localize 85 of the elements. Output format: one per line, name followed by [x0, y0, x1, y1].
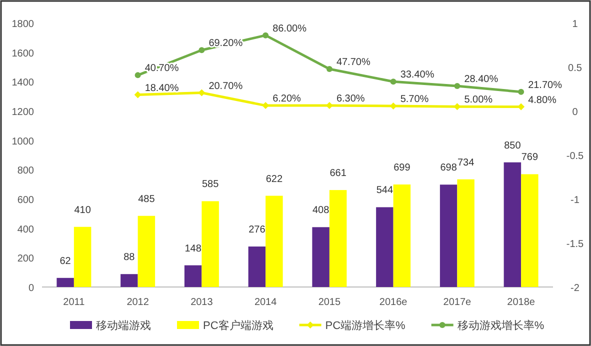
data-label: 622: [266, 174, 283, 185]
data-label: 21.70%: [528, 80, 562, 91]
x-tick-label: 2017e: [443, 297, 472, 308]
point: [134, 91, 142, 98]
point: [198, 47, 205, 54]
y-tick-label: 800: [17, 166, 34, 177]
point: [518, 88, 524, 95]
point: [198, 89, 206, 96]
bar: [266, 196, 283, 287]
legend-label: 移动端游戏: [96, 319, 151, 332]
point: [326, 66, 332, 72]
bar: [521, 174, 538, 287]
x-tick-label: 2012: [126, 297, 150, 308]
point: [454, 83, 460, 90]
data-label: 6.30%: [336, 93, 365, 104]
y2-tick-label: -1.5: [566, 239, 584, 250]
x-tick-label: 2013: [190, 297, 214, 308]
point: [390, 78, 396, 85]
data-label: 33.40%: [400, 70, 434, 81]
point: [518, 103, 525, 110]
y-tick-label: 1400: [12, 78, 34, 89]
y2-tick-label: -1: [570, 195, 580, 206]
data-label: 485: [138, 194, 156, 205]
y2-tick-label: 1: [572, 19, 578, 30]
data-label: 47.70%: [336, 57, 370, 68]
y-tick-label: 1200: [12, 107, 34, 118]
bar: [184, 265, 202, 287]
data-label: 18.40%: [144, 82, 179, 94]
data-label: 699: [394, 162, 411, 174]
bar: [393, 184, 411, 287]
bar: [440, 184, 458, 287]
data-label: 769: [521, 152, 538, 164]
data-label: 276: [248, 224, 266, 236]
x-tick-label: 2015: [318, 297, 341, 308]
point: [134, 72, 141, 78]
data-label: 5.70%: [400, 94, 429, 105]
data-label: 86.00%: [272, 23, 307, 34]
legend-label: PC客户端游戏: [203, 319, 274, 332]
y-tick-label: 200: [17, 254, 34, 265]
point: [454, 103, 461, 110]
data-label: 148: [184, 243, 202, 254]
data-label: 410: [74, 204, 92, 216]
bar: [138, 216, 156, 287]
y-tick-label: 1800: [12, 19, 34, 30]
data-label: 6.20%: [272, 94, 302, 105]
legend-label: PC端游增长率%: [325, 319, 406, 332]
data-label: 20.70%: [208, 80, 243, 92]
y2-tick-label: 0: [572, 107, 578, 118]
data-label: 734: [457, 157, 475, 168]
bar: [329, 190, 347, 287]
bar: [120, 274, 138, 287]
y2-tick-label: -0.5: [566, 151, 584, 162]
y2-tick-label: 0.5: [568, 63, 582, 74]
bar: [74, 226, 92, 287]
x-tick-label: 2014: [254, 297, 278, 308]
bar: [202, 201, 219, 287]
y-tick-label: 1000: [12, 136, 34, 148]
data-label: 5.00%: [464, 94, 493, 106]
bar: [312, 227, 330, 287]
bar: [376, 207, 394, 287]
y-tick-label: 0: [28, 283, 34, 294]
data-label: 544: [376, 185, 394, 196]
x-tick-label: 2011: [63, 297, 86, 308]
data-label: 698: [440, 162, 458, 174]
y-tick-label: 400: [17, 224, 34, 236]
y-tick-label: 600: [17, 195, 34, 206]
data-label: 408: [312, 205, 330, 216]
bar: [248, 246, 266, 287]
point: [390, 102, 397, 110]
bar: [504, 162, 522, 287]
data-label: 585: [202, 179, 220, 190]
data-label: 62: [60, 256, 72, 267]
legend-label: 移动游戏增长率%: [457, 319, 544, 332]
data-label: 850: [504, 140, 522, 152]
bar: [457, 179, 474, 287]
y2-tick-label: -2: [570, 283, 580, 294]
y-tick-label: 1600: [12, 48, 34, 60]
x-tick-label: 2018e: [507, 297, 536, 308]
bar: [56, 278, 74, 287]
data-label: 4.80%: [528, 94, 557, 106]
data-label: 661: [330, 168, 347, 180]
point: [262, 32, 269, 38]
data-label: 88: [124, 252, 136, 264]
data-label: 28.40%: [464, 74, 498, 86]
x-tick-label: 2016e: [379, 297, 408, 308]
